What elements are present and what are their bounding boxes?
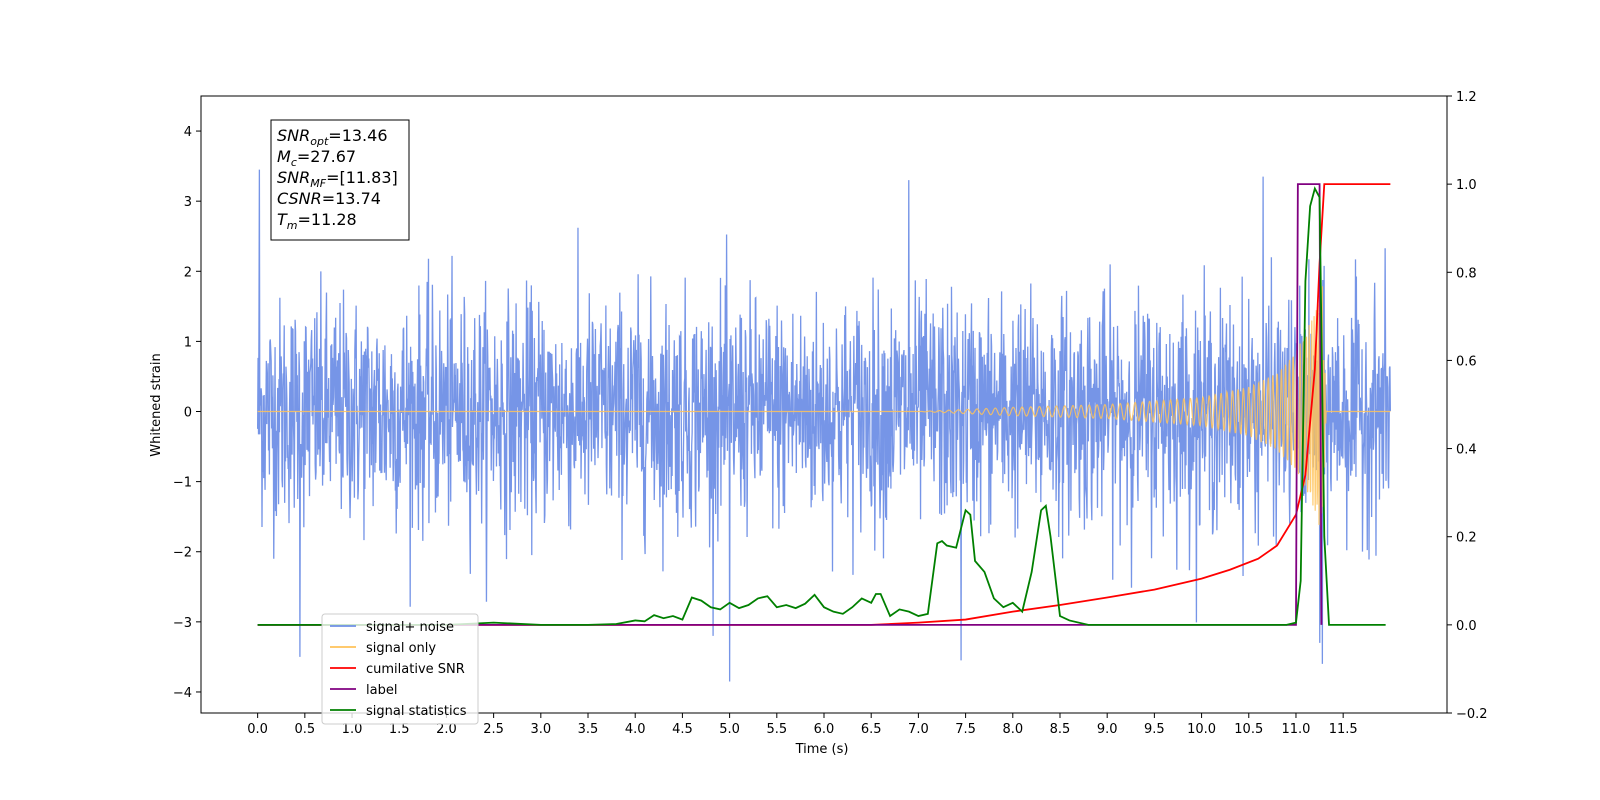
annotation-line: Mc=27.67 xyxy=(277,147,356,169)
x-tick-label: 2.5 xyxy=(483,722,504,737)
x-tick-label: 0.5 xyxy=(294,722,315,737)
x-tick-label: 11.0 xyxy=(1281,722,1310,737)
legend-entry-label: signal statistics xyxy=(366,704,467,719)
y-tick-label-left: −2 xyxy=(173,546,192,561)
legend-entry-label: signal+ noise xyxy=(366,620,454,635)
x-tick-label: 9.0 xyxy=(1097,722,1118,737)
y-tick-label-left: −4 xyxy=(173,686,192,701)
series-layer xyxy=(256,169,1392,682)
x-tick-label: 11.5 xyxy=(1329,722,1358,737)
y-tick-label-right: −0.2 xyxy=(1456,707,1488,722)
y-tick-label-right: 0.6 xyxy=(1456,354,1477,369)
x-tick-label: 6.5 xyxy=(861,722,882,737)
x-tick-label: 9.5 xyxy=(1144,722,1165,737)
y-axis-left: 4 3 2 1 0 −1 −2 −3 −4 xyxy=(173,125,201,701)
y-tick-label-right: 1.0 xyxy=(1456,178,1477,193)
series-signal-statistics-line xyxy=(257,186,1386,626)
series-signal-noise-line xyxy=(256,169,1392,682)
x-tick-label: 4.5 xyxy=(672,722,693,737)
x-tick-label: 1.0 xyxy=(342,722,363,737)
y-tick-label-left: 2 xyxy=(184,265,192,280)
x-tick-label: 3.0 xyxy=(530,722,551,737)
annotation-line: SNRMF=[11.83] xyxy=(277,168,398,190)
y-tick-label-right: 0.8 xyxy=(1456,266,1477,281)
y-tick-label-left: −1 xyxy=(173,476,192,491)
y-tick-label-right: 0.0 xyxy=(1456,619,1477,634)
legend-frame xyxy=(321,613,479,725)
y-tick-label-right: 1.2 xyxy=(1456,90,1477,105)
x-axis-label: Time (s) xyxy=(795,742,849,757)
series-label-line xyxy=(257,183,1323,626)
x-tick-label: 7.5 xyxy=(955,722,976,737)
annotation-box: SNRopt=13.46Mc=27.67SNRMF=[11.83]CSNR=13… xyxy=(270,119,410,241)
y-axis-right: 1.2 1.0 0.8 0.6 0.4 0.2 0.0 −0.2 xyxy=(1447,90,1488,722)
annotation-line: Tm=11.28 xyxy=(277,210,357,232)
legend: signal+ noise signal only cumilative SNR la… xyxy=(321,613,479,725)
legend-entry-label: label xyxy=(366,683,397,698)
y-tick-label-right: 0.4 xyxy=(1456,443,1477,458)
x-tick-label: 5.5 xyxy=(766,722,787,737)
y-tick-label-left: 4 xyxy=(184,125,192,140)
x-tick-label: 5.0 xyxy=(719,722,740,737)
legend-entry-label: cumilative SNR xyxy=(366,662,465,677)
y-tick-label-right: 0.2 xyxy=(1456,531,1477,546)
x-tick-label: 4.0 xyxy=(625,722,646,737)
x-tick-label: 3.5 xyxy=(578,722,599,737)
x-tick-label: 10.0 xyxy=(1187,722,1216,737)
series-signal-only-line xyxy=(257,286,1391,527)
x-tick-label: 0.0 xyxy=(247,722,268,737)
annotation-line: SNRopt=13.46 xyxy=(277,126,388,148)
legend-entry-label: signal only xyxy=(366,641,436,656)
y-tick-label-left: 3 xyxy=(184,195,192,210)
x-tick-label: 8.0 xyxy=(1002,722,1023,737)
x-axis: 0.0 0.5 1.0 1.5 2.0 2.5 3.0 3.5 4.0 4.5 5.0 5.5 6.0 6… xyxy=(247,713,1358,737)
x-tick-label: 8.5 xyxy=(1050,722,1071,737)
x-tick-label: 2.0 xyxy=(436,722,457,737)
annotation-line: CSNR=13.74 xyxy=(277,189,381,208)
y-tick-label-left: 0 xyxy=(184,406,192,421)
y-axis-label: Whitened strain xyxy=(149,353,164,456)
x-tick-label: 7.0 xyxy=(908,722,929,737)
y-tick-label-left: −3 xyxy=(173,616,192,631)
x-tick-label: 1.5 xyxy=(389,722,410,737)
x-tick-label: 6.0 xyxy=(814,722,835,737)
annotation-frame xyxy=(270,119,410,241)
x-tick-label: 10.5 xyxy=(1234,722,1263,737)
y-tick-label-left: 1 xyxy=(184,335,192,350)
